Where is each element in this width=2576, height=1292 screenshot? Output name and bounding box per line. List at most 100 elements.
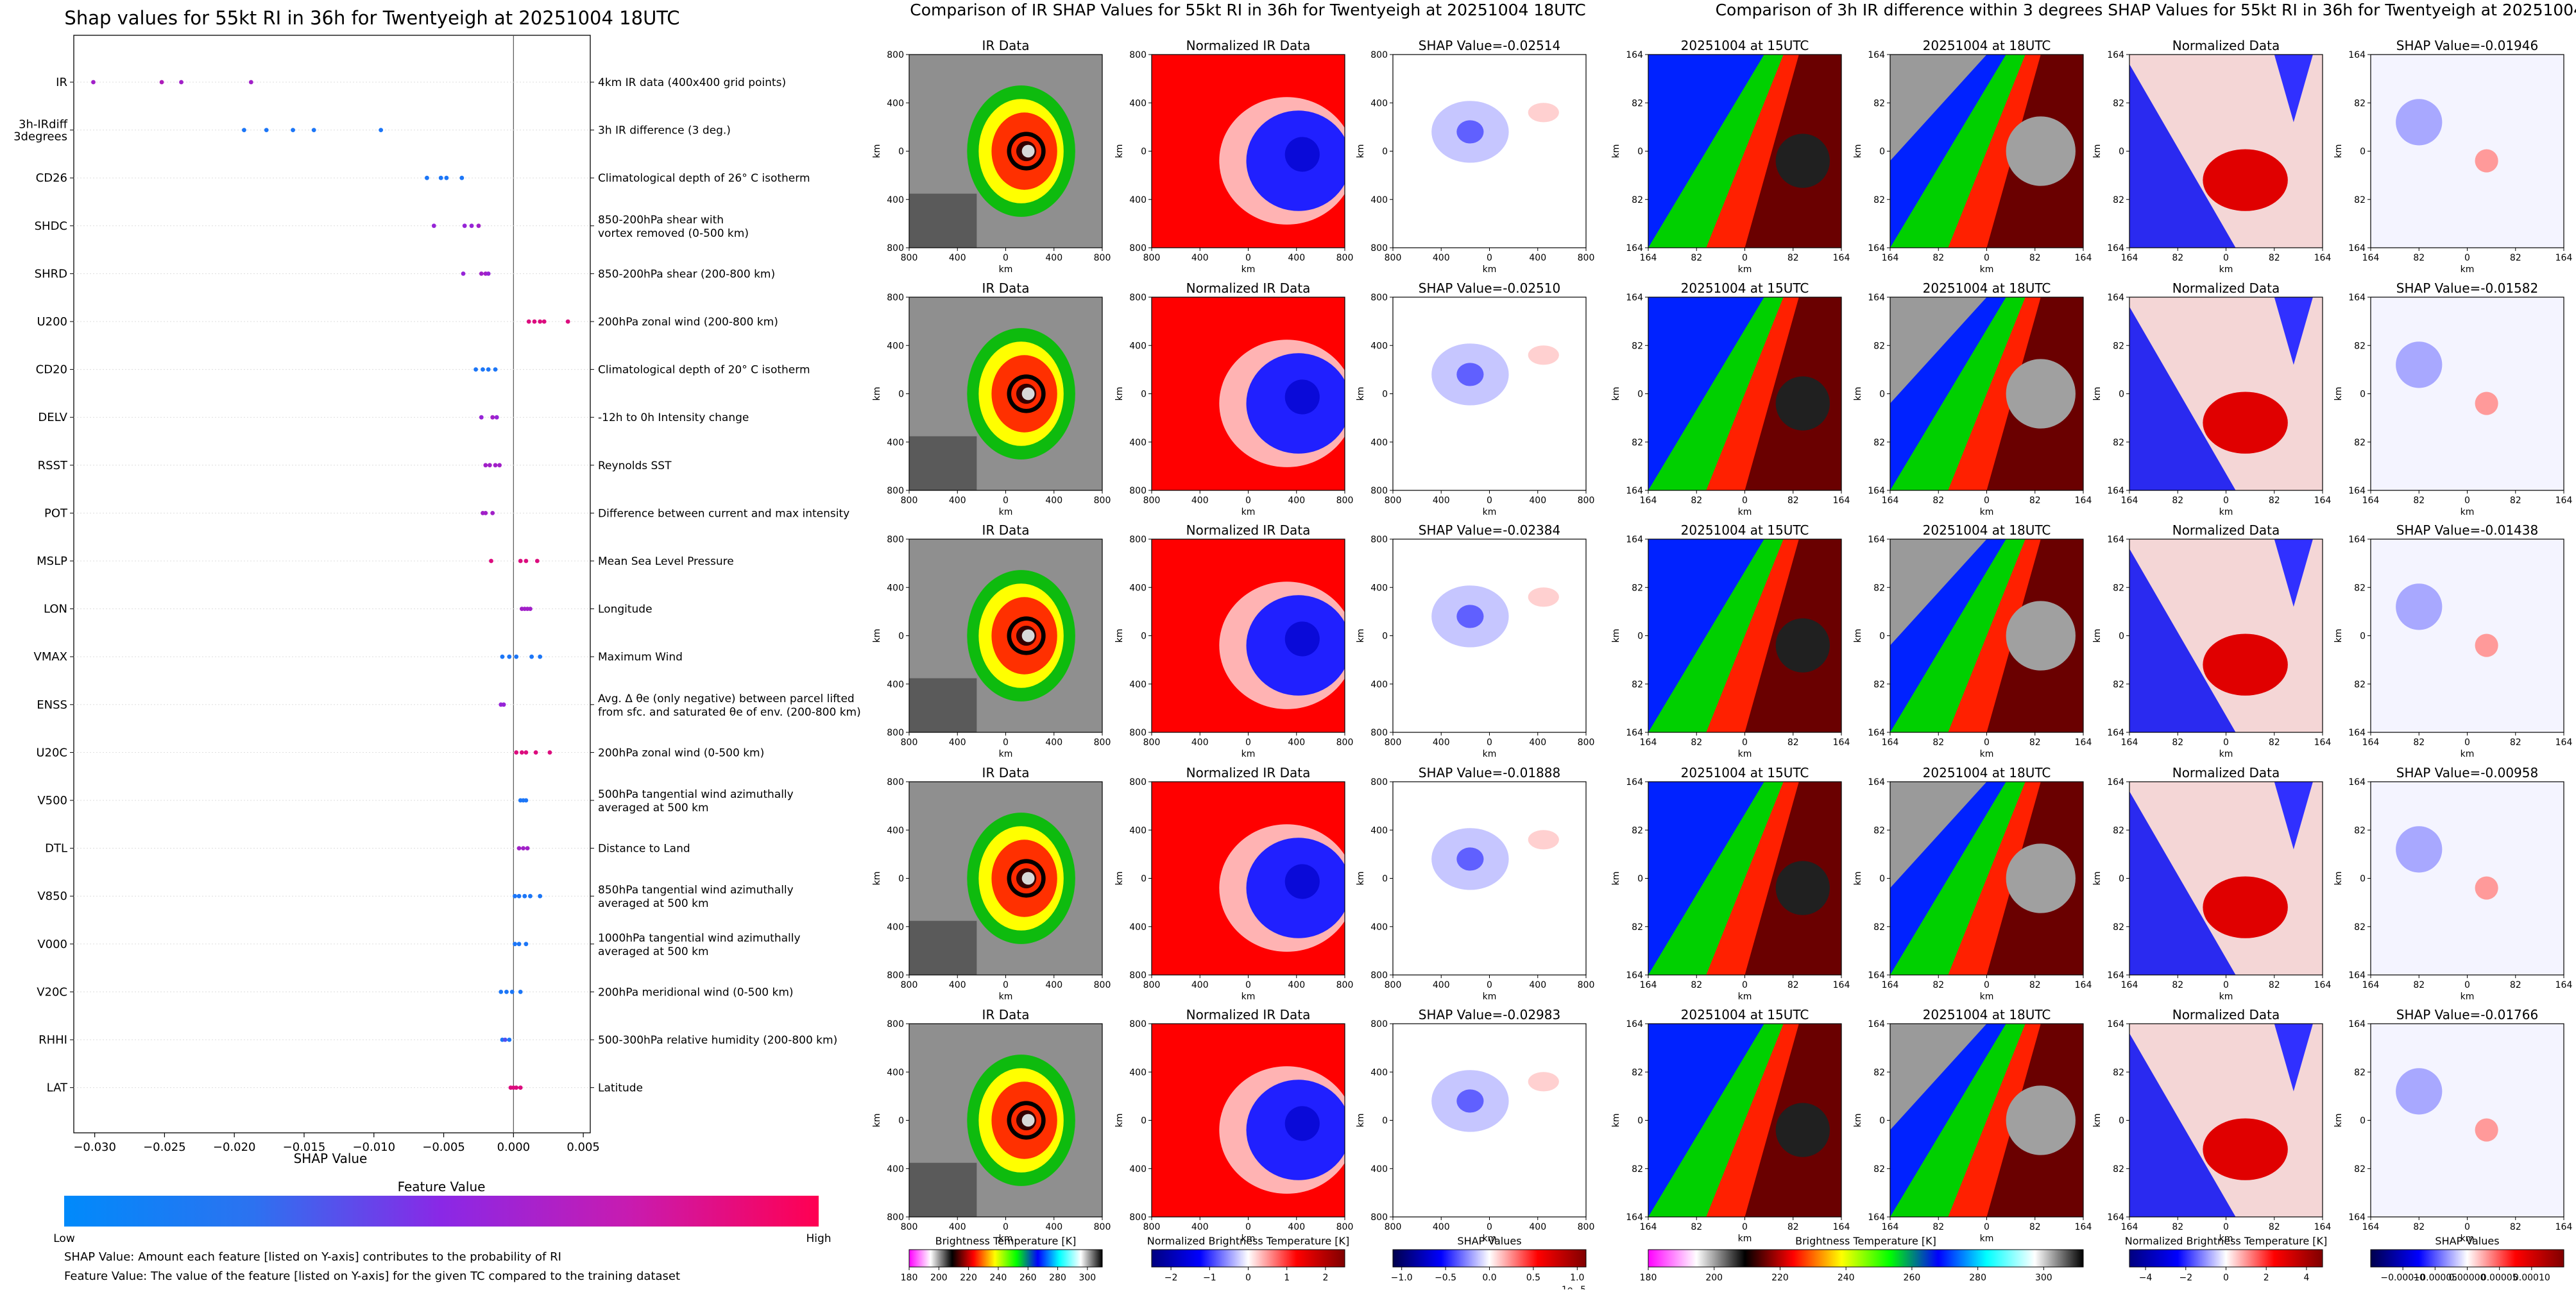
panel-x-tick-label: 0 (2464, 253, 2470, 263)
panel-title: Normalized Data (2172, 522, 2280, 538)
panel-x-tick-label: 400 (1433, 253, 1450, 263)
panel-y-axis-label: km (1853, 629, 1863, 643)
panel-x-tick-label: 82 (1932, 1222, 1944, 1232)
ir-zoom-warm (1890, 782, 1987, 888)
panel-y-tick-label: 82 (1632, 195, 1643, 205)
panel-colorbars: Brightness Temperature [K]180 200 220 240 26… (901, 1235, 2564, 1292)
feature-description-label: 200hPa meridional wind (0-500 km) (598, 986, 794, 999)
panel-y-tick-label: 82 (1632, 438, 1643, 448)
panel-title: SHAP Value=-0.01438 (2396, 522, 2538, 538)
shap-point (514, 654, 519, 659)
feature-description-label: 3h IR difference (3 deg.) (598, 125, 731, 137)
feature-name-label: V20C (37, 985, 67, 999)
panel-y-tick-label: 0 (1382, 147, 1388, 157)
panel-x-tick-label: 82 (1691, 495, 1702, 506)
panel-y-tick-label: 400 (1370, 825, 1388, 836)
panel-x-tick-label: 0 (1742, 737, 1748, 748)
cold-cloud-region (1284, 864, 1320, 899)
panel-x-axis-label: km (1980, 507, 1994, 517)
panel-x-axis-label: km (1738, 264, 1752, 275)
image-panel: 20251004 at 15UTC1641648282008282164164k… (1611, 522, 1850, 759)
shap-point (504, 990, 509, 994)
shap-point (514, 1085, 519, 1090)
normz-warm-region (2203, 392, 2288, 454)
panel-x-tick-label: 82 (2269, 253, 2280, 263)
shap-point (538, 654, 543, 659)
normz-warm-region (2203, 876, 2288, 938)
panel-y-axis-label: km (2092, 144, 2103, 159)
panel-y-axis-label: km (2092, 387, 2103, 401)
panel-x-tick-label: 400 (1191, 495, 1209, 506)
panel-y-tick-label: 0 (898, 632, 904, 642)
panel-y-tick-label: 400 (1370, 1067, 1388, 1078)
panel-x-tick-label: 82 (2413, 737, 2425, 748)
panel-y-tick-label: 0 (1879, 1116, 1885, 1126)
panel-x-tick-label: 82 (1691, 980, 1702, 990)
panel-x-axis-label: km (2461, 264, 2475, 275)
feature-description-label: 850hPa tangential wind azimuthally averag… (598, 884, 794, 910)
panel-y-tick-label: 164 (2348, 50, 2366, 60)
ir-warm-region (909, 678, 977, 732)
shap-point (542, 319, 547, 324)
colorbar-tick-label: −0.5 (1435, 1273, 1456, 1283)
panel-y-tick-label: 82 (2354, 825, 2366, 836)
panel-x-axis-label: km (1980, 749, 1994, 759)
panel-x-tick-label: 800 (1143, 1222, 1161, 1232)
shap-point (481, 367, 485, 372)
panel-x-tick-label: 82 (1932, 737, 1944, 748)
image-panel: 20251004 at 18UTC1641648282008282164164k… (1853, 1007, 2092, 1244)
shap-positive-region (1528, 587, 1559, 607)
panel-x-tick-label: 0 (1003, 1222, 1009, 1232)
shap-negative-core (1456, 120, 1484, 144)
shap-point (291, 128, 295, 133)
panel-x-axis-label: km (2461, 1234, 2475, 1244)
panel-x-tick-label: 164 (1833, 980, 1850, 990)
panel-x-tick-label: 400 (949, 1222, 966, 1232)
colorbar-tick-label: 1.0 (1570, 1273, 1584, 1283)
image-panel: SHAP Value=-0.02514800800400400004004008… (1356, 38, 1594, 275)
ir-warm-region (909, 920, 977, 975)
vortex-eye (1021, 387, 1035, 401)
panel-x-tick-label: 400 (1045, 253, 1062, 263)
shap-point (438, 175, 443, 180)
panel-y-axis-label: km (1356, 1114, 1366, 1128)
shap-point (461, 271, 466, 276)
image-panel-grids: IR Data80080040040000400400800800kmkmNor… (872, 38, 2572, 1244)
colorbar-tick-label: 240 (990, 1273, 1007, 1283)
panel-x-tick-label: 400 (1288, 253, 1305, 263)
panel-y-tick-label: 82 (2113, 98, 2124, 108)
panel-y-tick-label: 400 (887, 195, 904, 205)
panel-x-tick-label: 800 (1094, 737, 1111, 748)
panel-y-tick-label: 800 (887, 1212, 904, 1223)
panel-y-tick-label: 82 (2113, 922, 2124, 933)
shap-point (500, 654, 505, 659)
panel-x-tick-label: 164 (2362, 253, 2380, 263)
panel-x-axis-label: km (1483, 264, 1497, 275)
panel-x-tick-label: 164 (2075, 495, 2092, 506)
panel-y-tick-label: 800 (1370, 970, 1388, 981)
feature-name-label: POT (44, 506, 68, 520)
panel-x-axis-label: km (999, 507, 1013, 517)
panel-x-tick-label: 800 (1578, 737, 1595, 748)
panel-y-tick-label: 400 (887, 1164, 904, 1175)
panel-y-tick-label: 800 (887, 243, 904, 254)
panel-title: SHAP Value=-0.00958 (2396, 765, 2538, 780)
panel-x-tick-label: 0 (1245, 737, 1251, 748)
panel-title: 20251004 at 18UTC (1923, 38, 2051, 53)
panel-y-tick-label: 82 (2354, 922, 2366, 933)
feature-description-label: Climatological depth of 20° C isotherm (598, 364, 810, 377)
panel-x-tick-label: 164 (2555, 980, 2573, 990)
panel-x-tick-label: 164 (2555, 737, 2573, 748)
image-panel: 20251004 at 15UTC1641648282008282164164k… (1611, 1007, 1850, 1244)
panel-x-tick-label: 400 (1045, 980, 1062, 990)
colorbar-tick-label: 280 (1049, 1273, 1066, 1283)
panel-x-tick-label: 0 (1984, 495, 1990, 506)
panel-x-tick-label: 800 (1385, 495, 1402, 506)
colorbar-tick-label: 260 (1019, 1273, 1037, 1283)
panel-x-tick-label: 0 (1984, 737, 1990, 748)
panel-x-axis-label: km (999, 1234, 1013, 1244)
panel-x-tick-label: 82 (2269, 737, 2280, 748)
panel-y-tick-label: 164 (1626, 970, 1643, 981)
normz-cold-streak (2274, 539, 2313, 607)
